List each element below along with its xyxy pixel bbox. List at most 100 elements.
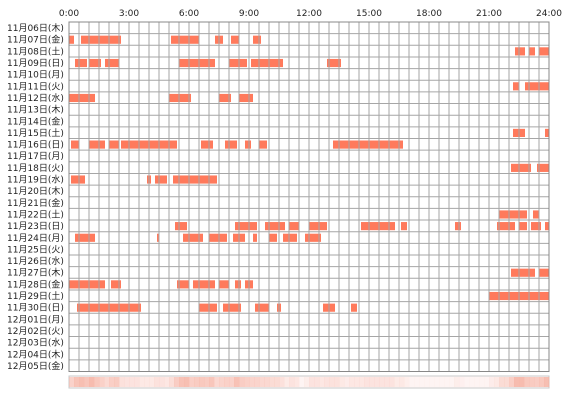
summary-strip-cell — [204, 377, 210, 387]
y-date-label: 12月03日(水) — [7, 337, 64, 349]
activity-bar — [511, 163, 531, 172]
y-date-label: 11月06日(木) — [7, 22, 64, 34]
x-tick-label: 9:00 — [239, 9, 259, 19]
summary-strip-cell — [374, 377, 380, 387]
y-date-label: 11月17日(月) — [7, 151, 64, 162]
summary-strip-cell — [389, 377, 395, 387]
activity-bar — [533, 210, 539, 219]
activity-bar — [235, 222, 257, 231]
x-tick-label: 12:00 — [296, 9, 322, 19]
summary-strip-cell — [394, 377, 400, 387]
summary-strip-cell — [239, 377, 245, 387]
activity-bar — [179, 58, 215, 68]
y-date-label: 11月20日(木) — [7, 185, 64, 197]
activity-bar — [225, 140, 237, 149]
x-tick-label: 18:00 — [416, 9, 442, 19]
activity-bar — [515, 47, 525, 56]
summary-strip-cell — [434, 377, 440, 387]
summary-strip-cell — [319, 377, 325, 387]
summary-strip-cell — [354, 377, 360, 387]
activity-bar — [255, 303, 269, 312]
summary-strip-cell — [219, 377, 225, 387]
y-date-label: 11月22日(土) — [7, 208, 64, 220]
activity-bar — [229, 58, 247, 68]
summary-strip-cell — [514, 377, 520, 387]
summary-strip-cell — [309, 377, 315, 387]
y-axis-dates: 11月06日(木)11月07日(金)11月08日(土)11月09日(日)11月1… — [7, 22, 64, 372]
y-date-label: 11月25日(火) — [7, 244, 64, 255]
activity-bar — [455, 222, 461, 231]
summary-strip-cell — [499, 377, 505, 387]
activity-bar — [253, 233, 257, 242]
y-date-label: 11月11日(火) — [7, 81, 64, 92]
summary-strip-cell — [289, 377, 295, 387]
y-date-label: 11月26日(水) — [7, 255, 64, 267]
activity-bar — [219, 280, 229, 289]
y-date-label: 11月21日(金) — [7, 197, 64, 209]
summary-strip-cell — [424, 377, 430, 387]
summary-strip-cell — [474, 377, 480, 387]
daily-summary-strip — [68, 375, 550, 389]
summary-strip-cell — [134, 377, 140, 387]
y-date-label: 11月15日(土) — [7, 127, 64, 139]
activity-bar — [155, 175, 167, 184]
activity-bar — [289, 222, 299, 231]
activity-bar — [519, 222, 527, 231]
activity-bar — [173, 175, 217, 184]
summary-strip-cell — [464, 377, 470, 387]
summary-strip-cell — [79, 377, 85, 387]
y-date-label: 11月07日(金) — [7, 34, 64, 46]
summary-strip-cell — [454, 377, 460, 387]
activity-bar — [537, 163, 549, 172]
summary-strip-cell — [339, 377, 345, 387]
activity-bar — [157, 233, 159, 242]
summary-strip-cell — [409, 377, 415, 387]
activity-bar — [309, 222, 327, 231]
summary-strip-cell — [184, 377, 190, 387]
summary-strip-cell — [379, 377, 385, 387]
activity-bar — [351, 303, 357, 312]
summary-strip-cell — [519, 377, 525, 387]
summary-strip-cell — [299, 377, 305, 387]
activity-bar — [529, 47, 535, 56]
summary-strip-cell — [119, 377, 125, 387]
summary-strip-cell — [269, 377, 275, 387]
summary-strip-cell — [504, 377, 510, 387]
summary-strip-cell — [509, 377, 515, 387]
summary-strip-cell — [429, 377, 435, 387]
summary-strip-cell — [304, 377, 310, 387]
x-tick-label: 21:00 — [476, 9, 502, 19]
summary-strip-cell — [484, 377, 490, 387]
summary-strip-cell — [414, 377, 420, 387]
x-tick-label: 15:00 — [356, 9, 382, 19]
activity-bar — [265, 222, 285, 231]
activity-bar — [209, 233, 227, 242]
summary-strip-cell — [89, 377, 95, 387]
summary-strip-cell — [439, 377, 445, 387]
activity-bar — [513, 82, 519, 91]
summary-strip-cell — [524, 377, 530, 387]
y-date-label: 11月09日(日) — [7, 58, 64, 69]
summary-strip-cell — [284, 377, 290, 387]
activity-bar — [81, 35, 121, 44]
activity-bar — [401, 222, 407, 231]
activity-bar — [259, 140, 267, 149]
summary-strip-cell — [99, 377, 105, 387]
y-date-label: 11月23日(日) — [7, 221, 64, 232]
activity-bar — [545, 128, 549, 137]
y-date-label: 11月30日(日) — [7, 303, 64, 314]
y-date-label: 11月10日(月) — [7, 70, 64, 81]
activity-bar — [525, 82, 549, 91]
activity-bar — [75, 233, 95, 242]
summary-strip-cell — [74, 377, 80, 387]
summary-strip-cell — [479, 377, 485, 387]
activity-bar — [361, 222, 395, 231]
summary-strip-cell — [214, 377, 220, 387]
summary-strip-cell — [294, 377, 300, 387]
summary-strip-cell — [359, 377, 365, 387]
summary-strip-cell — [94, 377, 100, 387]
y-date-label: 11月08日(土) — [7, 45, 64, 57]
summary-strip-cell — [104, 377, 110, 387]
summary-strip-cell — [209, 377, 215, 387]
